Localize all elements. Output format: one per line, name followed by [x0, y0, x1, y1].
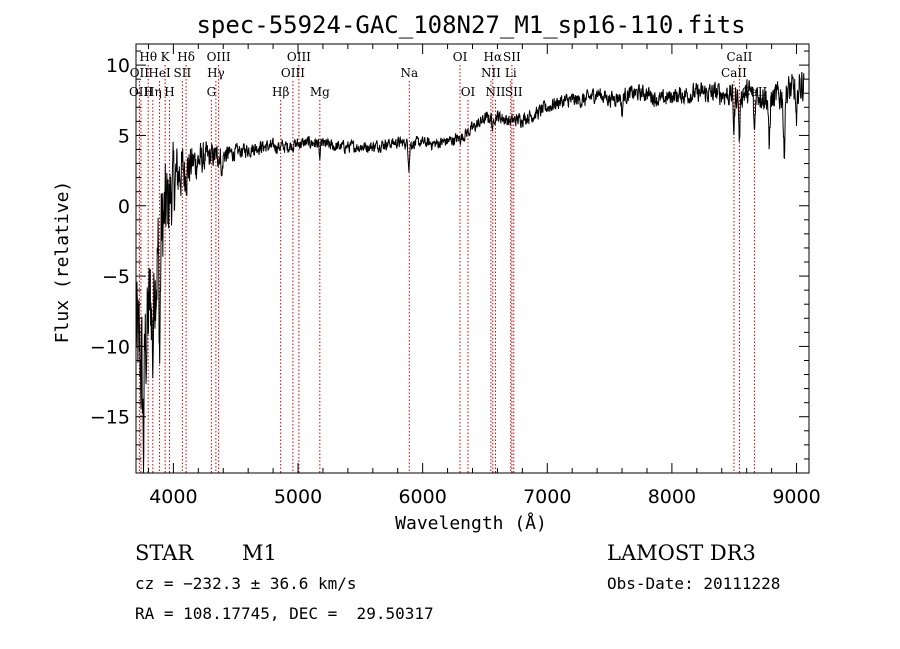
x-tick-label: 6000 — [398, 486, 446, 508]
spectral-line-label: Hθ — [139, 50, 157, 64]
spectral-line-label: Na — [400, 66, 418, 80]
axes: 4000 5000 6000 7000 8000 9000 −15 −10 −5 0 5 10 — [90, 43, 821, 508]
spectral-line-label: K — [161, 50, 171, 64]
y-tick-label: −5 — [102, 266, 130, 288]
spectral-line-label: SII — [174, 66, 192, 80]
x-tick-label: 8000 — [648, 486, 696, 508]
spectral-line-label: Hβ — [272, 85, 289, 99]
observation-date: Obs-Date: 20111228 — [607, 574, 781, 593]
spectral-line-label: SII — [505, 85, 523, 99]
y-tick-label: 0 — [118, 196, 130, 218]
coordinates: RA = 108.17745, DEC = 29.50317 — [135, 604, 434, 623]
y-tick-label: 10 — [106, 55, 130, 77]
spectral-line-label: Hγ — [207, 66, 225, 80]
spectral-line-label: CaII — [727, 50, 753, 64]
spectral-line-label: NII — [481, 66, 501, 80]
object-class: STAR — [135, 541, 194, 565]
spectral-line-label: G — [207, 85, 217, 99]
spectral-line-label: OIII — [281, 66, 305, 80]
redshift-velocity: cz = −232.3 ± 36.6 km/s — [135, 574, 357, 593]
spectral-line-label: Li — [505, 66, 517, 80]
y-tick-label: 5 — [118, 125, 130, 147]
spectrum-trace — [135, 71, 805, 473]
spectral-line-label: OII — [130, 66, 150, 80]
object-subclass: M1 — [242, 541, 277, 565]
spectral-line-label: Hα — [484, 50, 503, 64]
spectral-line-label: H — [164, 85, 174, 99]
x-tick-label: 5000 — [274, 486, 322, 508]
x-tick-label: 7000 — [523, 486, 571, 508]
spectral-line-label: NII — [485, 85, 505, 99]
x-tick-label: 9000 — [772, 486, 820, 508]
spectral-line-label: OIII — [129, 85, 153, 99]
y-axis-label: Flux (relative) — [52, 181, 73, 344]
spectral-line-label: OIII — [287, 50, 311, 64]
y-tick-label: −10 — [90, 336, 130, 358]
spectral-line-label: OIII — [207, 50, 231, 64]
chart-title: spec-55924-GAC_108N27_M1_sp16-110.fits — [196, 11, 745, 39]
spectral-line-label: Mg — [310, 85, 330, 99]
survey-name: LAMOST DR3 — [607, 541, 756, 565]
plot-frame — [135, 43, 810, 474]
spectral-line-label: CaII — [721, 66, 747, 80]
spectral-line-label: Hη — [144, 85, 162, 99]
x-tick-label: 4000 — [149, 486, 197, 508]
y-tick-label: −15 — [90, 407, 130, 429]
x-axis-label: Wavelength (Å) — [395, 512, 547, 534]
spectral-line-label: OI — [453, 50, 468, 64]
spectral-line-label: SII — [503, 50, 521, 64]
spectral-line-label: Hδ — [177, 50, 195, 64]
spectral-line-label: OI — [461, 85, 476, 99]
spectral-line-label: HeI — [148, 66, 171, 80]
plot-area — [135, 71, 805, 473]
